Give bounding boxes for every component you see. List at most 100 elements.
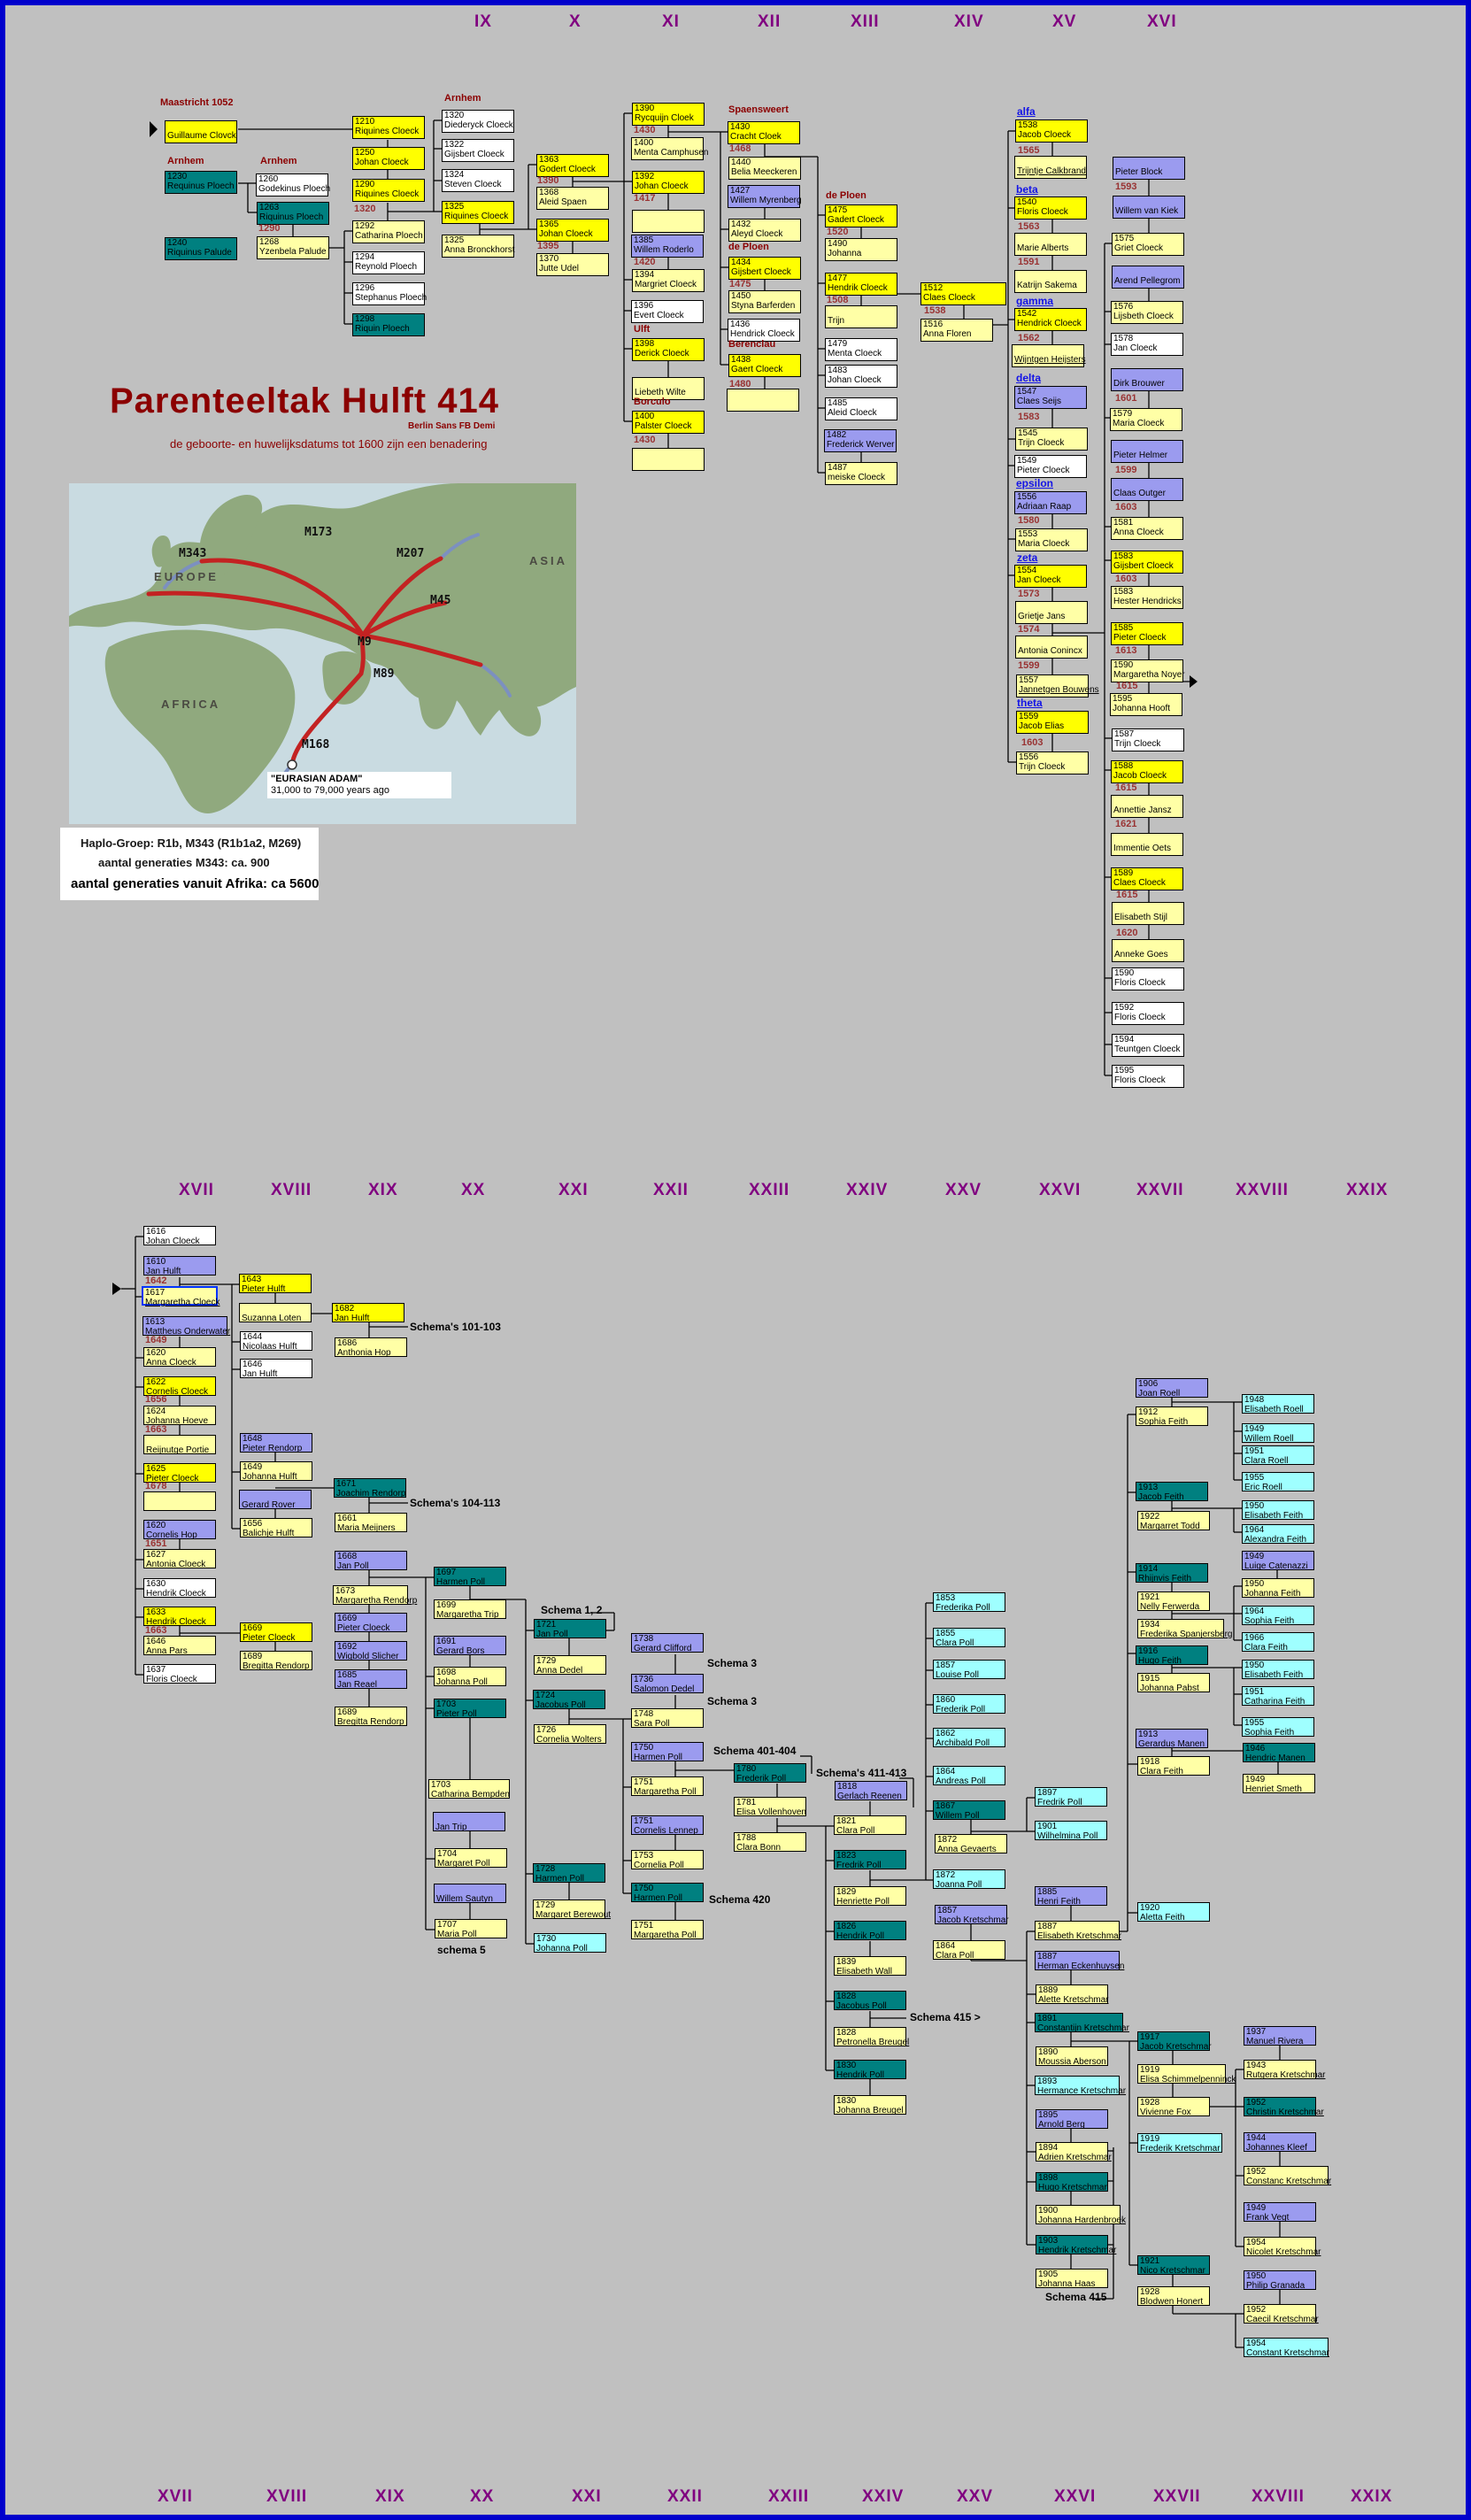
person-birth-year: 1707: [437, 1920, 458, 1930]
person-box: 1917 Jacob Kretschmar: [1137, 2031, 1212, 2052]
person-name: Maria Meijners: [337, 1523, 396, 1533]
person-box: 1955 Eric Roell: [1242, 1472, 1314, 1492]
person-name: Trijn Cloeck: [1114, 739, 1161, 749]
person-birth-year: 1916: [1138, 1646, 1159, 1656]
person-name: Margaretha Trip: [436, 1610, 499, 1620]
person-name: Hendrik Poll: [836, 2070, 884, 2080]
person-name: Clara Poll: [936, 1638, 974, 1648]
person-box: 1668 Jan Poll: [335, 1551, 407, 1571]
person-birth-year: 1828: [836, 1992, 857, 2001]
person-birth-year: 1230: [167, 172, 188, 181]
generation-numeral-top: IX: [474, 12, 492, 31]
person-name: Hendrik Kretschmar: [1038, 2246, 1117, 2255]
person-box: 1363 Godert Cloeck: [536, 154, 609, 177]
person-name: Mattheus Onderwater: [145, 1327, 231, 1337]
person-name: Harmen Poll: [436, 1577, 486, 1587]
person-birth-year: 1692: [337, 1642, 358, 1652]
person-box: 1370 Jutte Udel: [536, 253, 609, 276]
person-birth-year: 1516: [923, 320, 943, 329]
person-birth-year: [436, 1884, 504, 1894]
person-box: 1590 Floris Cloeck: [1112, 967, 1184, 990]
person-name: Johanna Poll: [436, 1677, 488, 1687]
person-box: 1906 Joan Roell: [1136, 1378, 1208, 1399]
person-name: Trijntje Calkbrand: [1017, 166, 1086, 176]
person-name: Henriette Poll: [836, 1897, 890, 1907]
person-box: 1922 Margarret Todd: [1137, 1511, 1210, 1531]
person-box: Anneke Goes: [1112, 939, 1184, 962]
person-birth-year: 1656: [243, 1519, 263, 1529]
person-birth-year: 1396: [634, 301, 654, 311]
person-name: Reijnutge Portie: [146, 1445, 210, 1455]
person-name: Jutte Udel: [539, 264, 580, 274]
person-birth-year: 1575: [1114, 234, 1135, 243]
place-group-label: Arnhem: [167, 156, 204, 166]
person-birth-year: 1542: [1017, 309, 1037, 319]
person-box: 1949 Frank Vegt: [1244, 2202, 1316, 2223]
generation-numeral-bottom: XXIII: [768, 2487, 810, 2506]
person-birth-year: [828, 306, 895, 316]
generation-numeral-mid: XX: [461, 1181, 486, 1199]
person-box: [143, 1491, 216, 1511]
generation-numeral-mid: XXVIII: [1236, 1181, 1289, 1199]
person-birth-year: 1781: [736, 1798, 757, 1807]
person-box: Pieter Helmer: [1111, 440, 1183, 463]
person-name: Johan Cloeck: [355, 158, 409, 167]
person-name: Louise Poll: [936, 1670, 979, 1680]
person-box: 1736 Salomon Dedel: [631, 1674, 704, 1694]
person-birth-year: 1398: [635, 339, 655, 349]
person-name: Wilhelmina Poll: [1037, 1831, 1098, 1841]
person-box: 1903 Hendrik Kretschmar: [1036, 2235, 1117, 2255]
person-name: Elisabeth Feith: [1244, 1670, 1304, 1680]
person-birth-year: 1610: [146, 1257, 166, 1267]
person-birth-year: 1673: [335, 1586, 356, 1596]
person-name: Floris Cloeck: [1114, 1013, 1166, 1022]
person-name: Riquinus Ploech: [259, 212, 324, 222]
person-box: 1898 Hugo Kretschmar: [1036, 2172, 1108, 2192]
person-birth-year: 1477: [828, 274, 848, 283]
person-name: Hendrik Poll: [836, 1931, 884, 1941]
person-box: 1298 Riquin Ploech: [352, 313, 425, 336]
person-birth-year: 1729: [535, 1900, 556, 1910]
person-name: Pieter Poll: [436, 1709, 477, 1719]
person-name: Johannes Kleef: [1246, 2143, 1307, 2153]
person-box: 1637 Floris Cloeck: [143, 1664, 216, 1684]
person-name: Blodwen Honert: [1140, 2297, 1204, 2307]
person-name: Anna Gevaerts: [937, 1845, 997, 1854]
marriage-year-label: 1599: [1018, 660, 1040, 671]
person-box: 1620 Anna Cloeck: [143, 1347, 216, 1368]
continuation-arrow-icon: [1190, 675, 1198, 688]
person-box: 1703 Pieter Poll: [434, 1699, 506, 1719]
person-birth-year: [1017, 271, 1084, 281]
person-name: Elisabeth Feith: [1244, 1511, 1304, 1521]
person-birth-year: 1263: [259, 203, 280, 212]
person-box: 1556 Adriaan Raap: [1014, 491, 1087, 514]
person-box: 1540 Floris Cloeck: [1014, 197, 1087, 220]
person-name: Immentie Oets: [1113, 844, 1172, 853]
generation-numeral-mid: XXIX: [1346, 1181, 1389, 1199]
person-box: 1260 Godekinus Ploech: [256, 173, 330, 197]
person-birth-year: 1450: [731, 291, 751, 301]
place-group-label: de Ploen: [826, 190, 866, 201]
eurasian-adam-subtitle: 31,000 to 79,000 years ago: [271, 785, 389, 796]
person-birth-year: 1920: [1140, 1903, 1160, 1913]
person-name: Jan Poll: [536, 1630, 568, 1639]
continuation-arrow-icon: [112, 1283, 121, 1295]
person-birth-year: 1290: [355, 180, 375, 189]
person-name: Katrijn Sakema: [1017, 281, 1077, 290]
person-birth-year: 1823: [836, 1851, 857, 1861]
generation-numeral-bottom: XXIV: [862, 2487, 905, 2506]
person-birth-year: 1738: [634, 1634, 654, 1644]
person-name: Trijn Cloeck: [1019, 762, 1066, 772]
person-box: 1780 Frederik Poll: [734, 1763, 806, 1784]
person-box: Immentie Oets: [1111, 833, 1183, 856]
person-name: Jacobus Poll: [535, 1700, 586, 1710]
schema-reference-label: Schema's 411-413: [816, 1767, 907, 1779]
person-name: Adriaan Raap: [1017, 502, 1072, 512]
person-box: 1365 Johan Cloeck: [536, 219, 609, 242]
person-name: Jacob Cloeck: [1113, 771, 1167, 781]
person-box: Reijnutge Portie: [143, 1435, 216, 1455]
person-name: Frederik Poll: [936, 1705, 986, 1715]
person-box: 1394 Margriet Cloeck: [632, 269, 705, 292]
person-box: 1691 Gerard Bors: [434, 1636, 506, 1656]
person-name: Eric Roell: [1244, 1483, 1282, 1492]
